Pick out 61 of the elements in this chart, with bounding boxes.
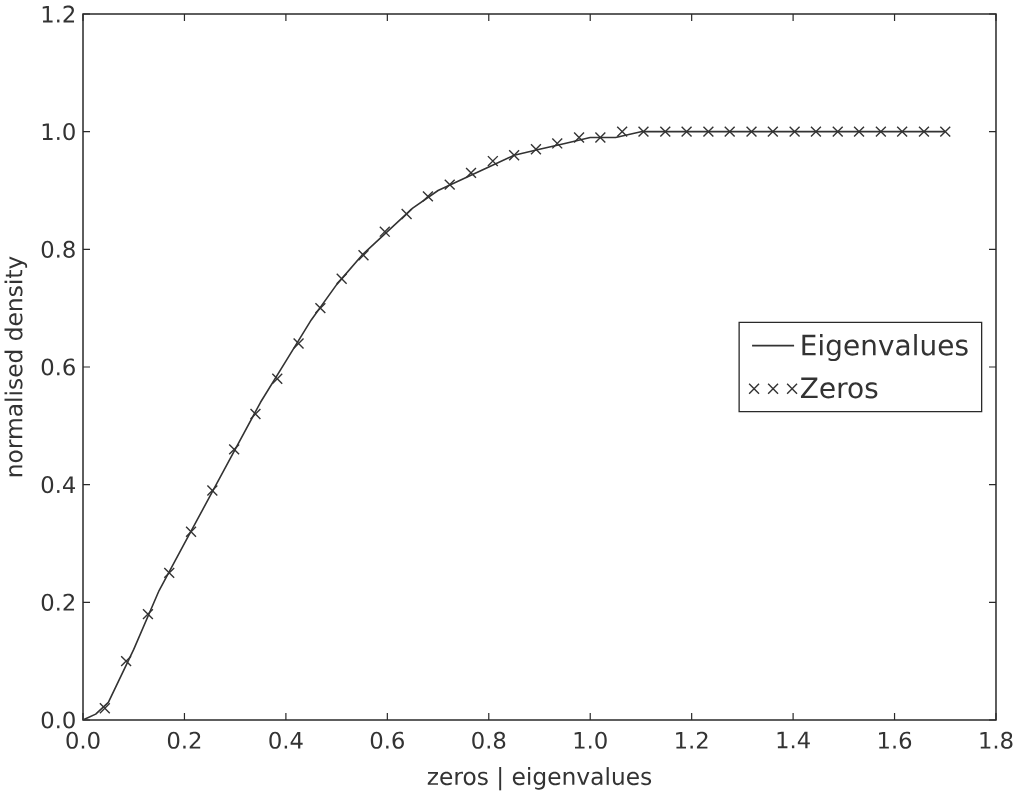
x-tick-label: 1.2 <box>676 731 708 749</box>
point <box>702 126 715 138</box>
point <box>206 484 218 497</box>
x-tick-label: 0.2 <box>167 731 201 749</box>
point <box>659 126 671 138</box>
point <box>853 126 865 138</box>
point <box>142 608 154 620</box>
point <box>875 126 887 138</box>
point <box>573 131 585 144</box>
point <box>551 137 563 150</box>
point <box>767 126 779 138</box>
point <box>163 567 175 579</box>
y-tick-label: 0.0 <box>41 711 75 729</box>
x-tick-label: 0.6 <box>370 731 404 749</box>
x-tick-label: 0.8 <box>472 731 506 749</box>
point <box>379 226 391 238</box>
x-tick-label: 1.8 <box>980 731 1013 749</box>
point <box>896 126 908 138</box>
point <box>314 302 327 314</box>
point <box>271 373 283 385</box>
point <box>530 143 542 155</box>
point <box>745 126 758 138</box>
legend-label: Zeros <box>800 377 878 399</box>
x-tick-label: 1.6 <box>879 731 912 749</box>
point <box>637 126 650 138</box>
point <box>939 126 951 138</box>
point <box>465 167 477 179</box>
point <box>99 702 111 714</box>
y-tick-label: 0.8 <box>41 240 75 258</box>
point <box>832 126 844 138</box>
point <box>400 208 413 220</box>
y-tick-label: 0.2 <box>41 593 75 611</box>
point <box>249 408 262 420</box>
point <box>508 149 520 161</box>
point <box>422 190 434 203</box>
x-tick-label: 0.4 <box>269 731 303 749</box>
y-tick-label: 0.6 <box>41 358 75 376</box>
point <box>788 126 801 138</box>
x-tick-label: 1.4 <box>777 731 810 749</box>
y-axis-title: normalised density <box>4 256 28 477</box>
point <box>336 273 348 285</box>
legend-label: Eigenvalues <box>802 333 968 362</box>
x-axis-title: zeros | eigenvalues <box>427 766 652 791</box>
x-tick-label: 1.0 <box>574 731 607 749</box>
point <box>228 443 240 456</box>
point <box>185 526 197 538</box>
y-tick-label: 0.4 <box>41 476 76 494</box>
y-tick-label: 1.0 <box>42 123 75 141</box>
point <box>724 126 736 138</box>
point <box>292 337 305 350</box>
point <box>616 126 628 138</box>
point <box>120 655 132 667</box>
point <box>357 249 370 261</box>
point <box>810 126 822 138</box>
point <box>594 131 607 144</box>
point <box>680 126 693 138</box>
point <box>918 126 930 138</box>
point <box>487 155 499 167</box>
x-tick-label: 0.0 <box>66 731 100 749</box>
point <box>444 178 456 191</box>
y-tick-label: 1.2 <box>42 5 75 23</box>
